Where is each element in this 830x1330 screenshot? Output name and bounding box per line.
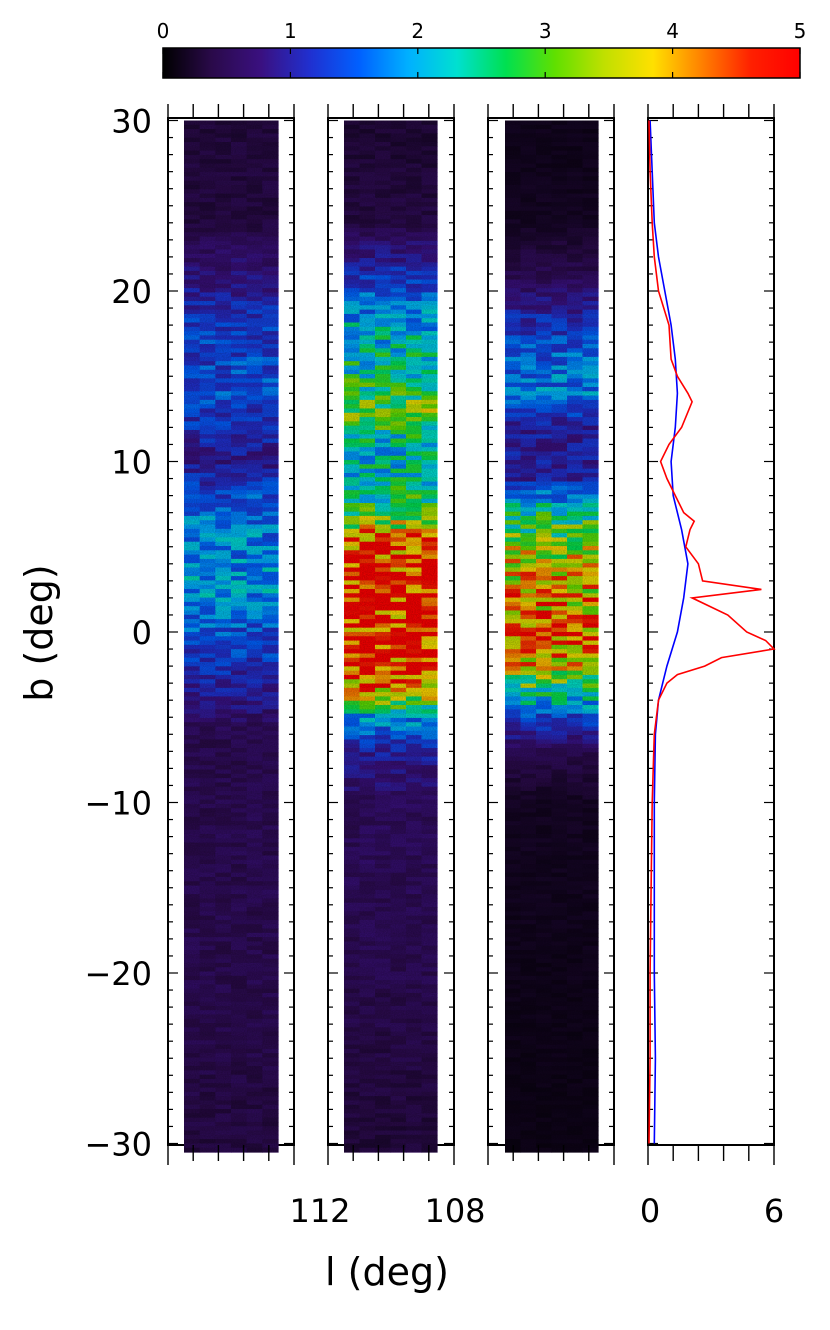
y-tick-label: −20 [84, 955, 152, 993]
colorbar-tick-label: 2 [411, 19, 424, 43]
y-tick-label: 20 [111, 273, 152, 311]
panel-1-heatmap [167, 104, 295, 1165]
panel-4-profile-plot [647, 104, 776, 1165]
panel-2-heatmap [327, 104, 455, 1165]
panel-frame [647, 117, 775, 1146]
colorbar-tick-label: 4 [666, 19, 679, 43]
y-axis-title: b (deg) [17, 564, 61, 701]
colorbar-tick-label: 5 [794, 19, 807, 43]
heatmap-texture [344, 120, 437, 1153]
heatmap-texture [505, 120, 598, 1153]
x-tick-label-112: 112 [289, 1192, 350, 1230]
panel-3-heatmap [487, 104, 615, 1165]
colorbar-tick-label: 1 [284, 19, 297, 43]
x-axis-title: l (deg) [325, 1250, 449, 1294]
y-tick-label: 30 [111, 103, 152, 141]
x-tick-label-108: 108 [424, 1192, 485, 1230]
colorbar-ticks: 0 1 2 3 4 5 [157, 19, 807, 78]
profile-series-1 [649, 120, 689, 1144]
x-tick-label-6: 6 [764, 1192, 784, 1230]
y-tick-label: −10 [84, 785, 152, 823]
heatmap-texture [184, 120, 278, 1153]
y-tick-label: 0 [132, 614, 152, 652]
profile-series-2 [648, 120, 776, 1144]
y-tick-label: 10 [111, 444, 152, 482]
y-tick-labels: 30 20 10 0 −10 −20 −30 [84, 103, 152, 1164]
y-tick-label: −30 [84, 1126, 152, 1164]
colorbar-gradient [162, 47, 801, 79]
colorbar-tick-label: 0 [157, 19, 170, 43]
colorbar: 0 1 2 3 4 5 [157, 19, 807, 79]
colorbar-tick-label: 3 [539, 19, 552, 43]
x-tick-label-0: 0 [640, 1192, 660, 1230]
